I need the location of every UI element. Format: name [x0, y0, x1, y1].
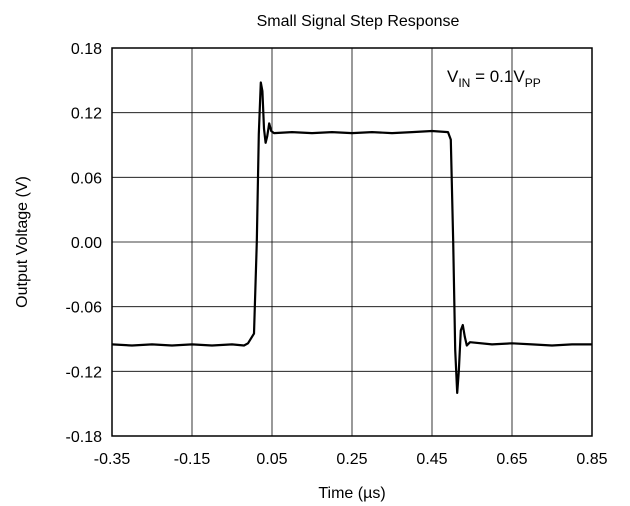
y-tick-label: -0.12 — [66, 364, 103, 381]
x-tick-label: -0.15 — [174, 451, 211, 468]
annotation-sub-pp: PP — [525, 76, 541, 90]
y-tick-label: 0.06 — [71, 170, 102, 187]
x-tick-label: 0.05 — [256, 451, 287, 468]
x-tick-labels: -0.35 -0.15 0.05 0.25 0.45 0.65 0.85 — [94, 451, 608, 468]
y-tick-label: 0.00 — [71, 235, 102, 252]
plot-frame — [111, 47, 593, 437]
x-tick-label: 0.65 — [496, 451, 527, 468]
input-voltage-annotation: VIN = 0.1VPP — [447, 67, 541, 90]
grid-lines — [111, 47, 593, 437]
y-tick-labels: 0.18 0.12 0.06 0.00 -0.06 -0.12 -0.18 — [66, 41, 103, 446]
annotation-mid: = 0.1V — [470, 67, 525, 86]
y-tick-label: -0.06 — [66, 300, 103, 317]
y-tick-label: 0.12 — [71, 106, 102, 123]
chart-title: Small Signal Step Response — [257, 13, 460, 30]
x-tick-label: 0.85 — [576, 451, 607, 468]
annotation-sub-in: IN — [458, 76, 470, 90]
y-axis-label: Output Voltage (V) — [14, 176, 31, 308]
x-tick-label: -0.35 — [94, 451, 131, 468]
x-tick-label: 0.25 — [336, 451, 367, 468]
series-group — [111, 81, 592, 394]
y-tick-label: -0.18 — [66, 429, 103, 446]
x-tick-label: 0.45 — [416, 451, 447, 468]
y-tick-label: 0.18 — [71, 41, 102, 58]
x-axis-label: Time (µs) — [318, 485, 385, 502]
output-voltage-line — [111, 81, 592, 394]
annotation-base: V — [447, 67, 459, 86]
